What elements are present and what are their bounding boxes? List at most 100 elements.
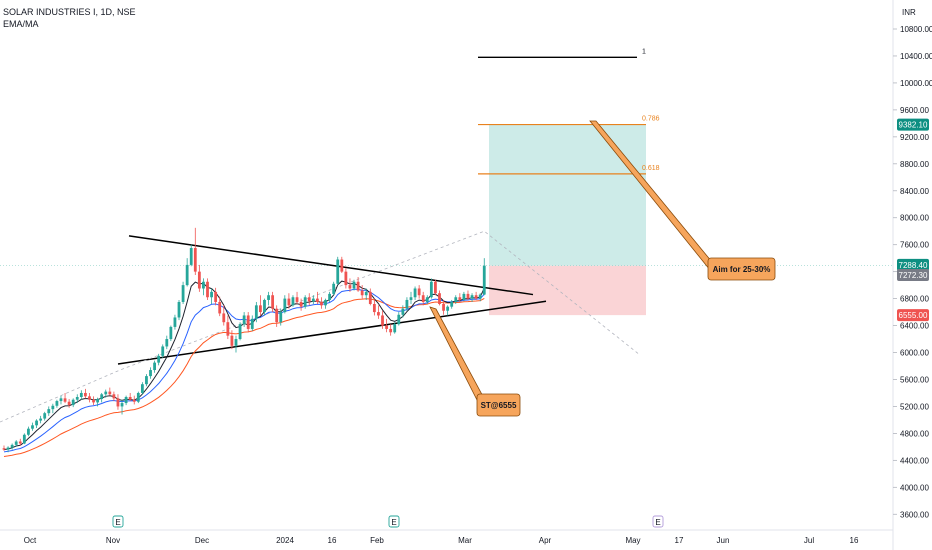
profit-zone [489, 124, 646, 266]
candle-body [145, 376, 148, 385]
candle-body [279, 312, 283, 323]
price-tag [897, 309, 929, 322]
candle-body [59, 398, 63, 402]
stop-callout-text: ST@6555 [481, 401, 517, 410]
time-axis-label: 2024 [276, 536, 294, 545]
candle-body [352, 281, 356, 289]
candle-body [393, 324, 397, 333]
price-tag [897, 269, 929, 282]
candle-body [287, 298, 291, 306]
candle-body [320, 301, 323, 306]
candle-body [250, 318, 254, 329]
candle-body [336, 259, 340, 284]
candle-body [364, 291, 368, 296]
indicator-label[interactable]: EMA/MA [3, 19, 39, 29]
time-axis-label: Mar [458, 536, 472, 545]
time-axis-label: Nov [106, 536, 120, 545]
candle-body [246, 315, 250, 329]
ma-slow-line [3, 297, 485, 457]
candle-body [84, 392, 87, 397]
price-tick-label: 3600.00 [900, 510, 929, 519]
candle-body [299, 301, 303, 307]
price-tag [897, 118, 929, 131]
stop-callout-pointer [429, 306, 487, 403]
triangle-upper-line[interactable] [128, 235, 534, 296]
price-tag-value: 6555.00 [899, 311, 928, 320]
candle-body [197, 271, 201, 289]
callouts[interactable]: Aim for 25-30% ST@6555 [429, 120, 776, 417]
candle-body [421, 295, 425, 302]
candle-body [157, 355, 161, 363]
candle-body [348, 285, 352, 289]
candle-body [153, 362, 156, 371]
candle-body [438, 293, 441, 304]
candle-body [450, 301, 454, 307]
candle-body [413, 288, 417, 298]
candle-body [136, 392, 140, 402]
fib-level-label: 0.786 [642, 116, 660, 123]
candle-body [202, 281, 205, 289]
target-callout[interactable] [707, 257, 776, 281]
candle-body [356, 281, 360, 291]
earnings-marker[interactable] [388, 515, 400, 528]
candle-body [434, 281, 437, 294]
price-tick-label: 6400.00 [900, 322, 929, 331]
ema-fast-line [3, 280, 485, 451]
candle-body [315, 298, 319, 302]
candle-body [381, 315, 384, 326]
time-axis-label: Oct [24, 536, 37, 545]
candle-body [324, 299, 327, 306]
candle-body [442, 303, 445, 311]
time-axis-label: Jun [717, 536, 730, 545]
price-tick-label: 4000.00 [900, 483, 929, 492]
earnings-marker[interactable] [112, 515, 124, 528]
target-callout-text: Aim for 25-30% [713, 265, 771, 274]
candle-body [218, 301, 222, 314]
candle-body [181, 285, 185, 302]
candle-body [193, 248, 197, 272]
chart-legend: SOLAR INDUSTRIES I, 1D, NSE EMA/MA [3, 6, 136, 30]
price-tick-label: 9200.00 [900, 133, 929, 142]
stop-callout[interactable] [476, 393, 521, 417]
candle-body [71, 399, 75, 406]
price-tick-label: 4800.00 [900, 429, 929, 438]
candle-body [22, 434, 26, 444]
time-axis[interactable]: Oct Nov Dec 2024 16 Feb Mar Apr May 17 Jun Jul 16 E E E [0, 515, 893, 545]
triangle-lower-line[interactable] [117, 300, 547, 365]
candle-body [47, 409, 51, 414]
candle-body [344, 271, 348, 286]
candle-body [108, 391, 112, 395]
candle-body [173, 317, 177, 327]
candle-body [189, 248, 193, 265]
candle-body [51, 405, 55, 410]
candle-body [226, 322, 230, 336]
candle-body [372, 303, 376, 313]
candle-body [104, 391, 108, 395]
price-tag [897, 258, 929, 271]
candle-body [254, 305, 258, 319]
fib-level-label: 1 [642, 48, 646, 55]
price-tick-label: 7600.00 [900, 241, 929, 250]
candle-body [291, 297, 295, 306]
price-tick-label: 5600.00 [900, 375, 929, 384]
candle-body [397, 314, 401, 325]
time-axis-label: Apr [539, 536, 552, 545]
earnings-marker-label: E [115, 518, 120, 527]
candle-body [177, 301, 181, 318]
candle-body [275, 308, 279, 323]
time-axis-label: 16 [328, 536, 337, 545]
candle-body [92, 399, 95, 403]
earnings-marker[interactable] [652, 515, 664, 528]
candle-body [18, 441, 22, 444]
price-tick-label: 10400.00 [900, 52, 932, 61]
candle-body [271, 295, 275, 309]
time-axis-label: Dec [195, 536, 209, 545]
candle-body [332, 283, 336, 294]
candle-body [466, 293, 470, 299]
candle-body [238, 324, 242, 340]
candle-body [425, 297, 429, 302]
time-axis-label: 17 [675, 536, 684, 545]
symbol-title[interactable]: SOLAR INDUSTRIES I, 1D, NSE [3, 7, 136, 17]
